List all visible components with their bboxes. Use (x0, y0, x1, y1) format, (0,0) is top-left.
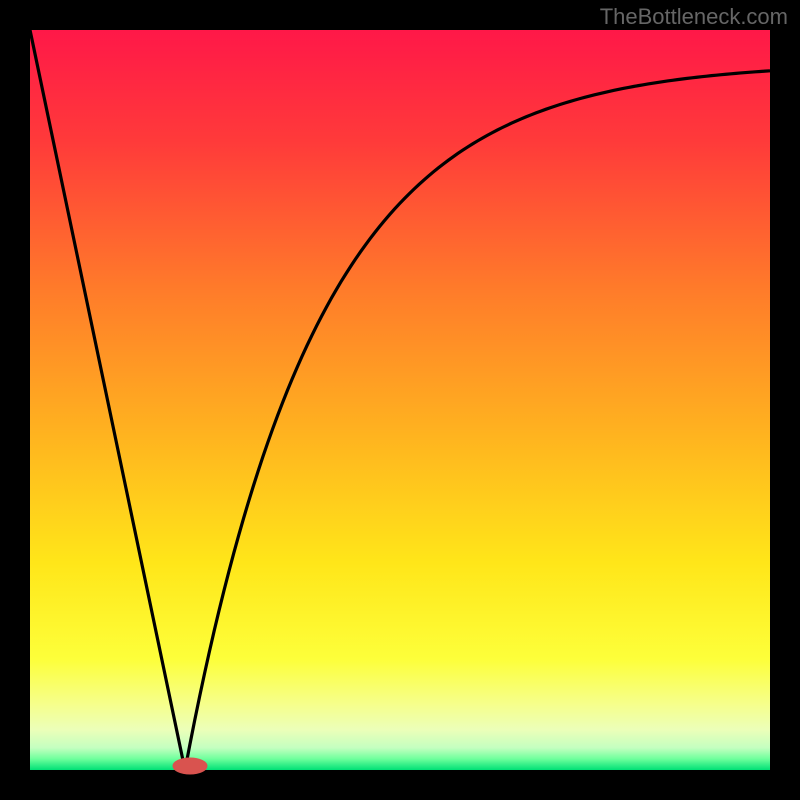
svg-text:TheBottleneck.com: TheBottleneck.com (600, 4, 788, 29)
